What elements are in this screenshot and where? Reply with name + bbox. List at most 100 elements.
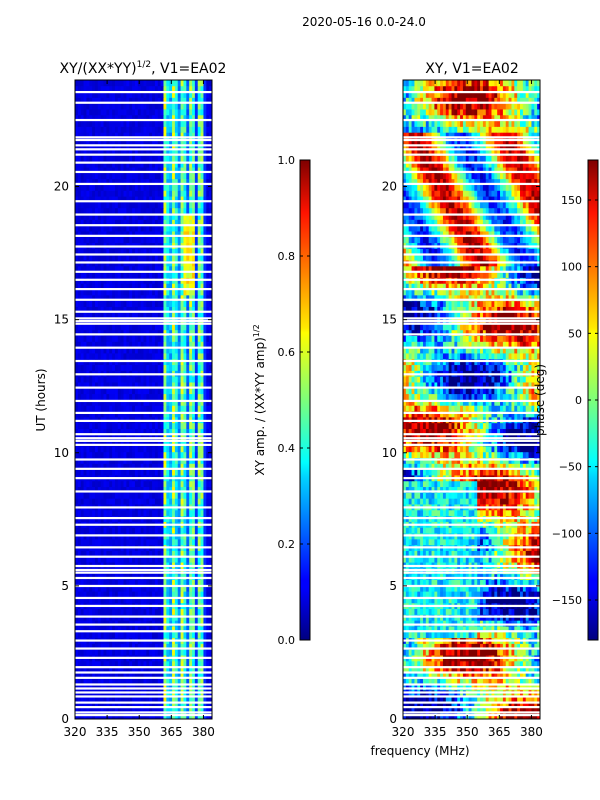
amp-cell bbox=[106, 684, 110, 691]
amp-cell bbox=[189, 620, 193, 627]
amp-cell bbox=[160, 335, 164, 342]
amp-cell bbox=[109, 660, 113, 668]
amp-cell bbox=[140, 149, 144, 156]
amp-cell bbox=[103, 155, 107, 162]
amp-cell bbox=[140, 265, 144, 273]
amp-cell bbox=[137, 323, 142, 331]
amp-cell bbox=[97, 114, 102, 122]
amp-cell bbox=[174, 149, 179, 156]
amp-cell bbox=[180, 405, 184, 412]
amp-cell bbox=[112, 538, 116, 546]
amp-cell bbox=[177, 405, 181, 412]
amp-cell bbox=[106, 167, 110, 174]
amp-cell bbox=[160, 300, 164, 307]
amp-cell bbox=[100, 701, 104, 708]
amp-cell bbox=[180, 695, 184, 702]
amp-cell bbox=[89, 353, 93, 360]
amp-cell bbox=[112, 167, 116, 174]
amp-cell bbox=[134, 329, 139, 336]
amp-cell bbox=[77, 254, 82, 261]
amp-cell bbox=[200, 608, 204, 615]
amp-cell bbox=[154, 422, 159, 429]
amp-cell bbox=[132, 254, 136, 261]
amp-cell bbox=[163, 329, 167, 336]
amp-cell bbox=[149, 626, 153, 633]
amp-cell bbox=[169, 312, 173, 319]
amp-cell bbox=[117, 126, 122, 133]
amp-cell bbox=[120, 132, 124, 139]
amp-cell bbox=[123, 265, 127, 273]
amp-cell bbox=[194, 393, 199, 400]
amp-cell bbox=[186, 608, 190, 615]
amp-cell bbox=[109, 701, 113, 708]
amp-cell bbox=[180, 294, 184, 302]
amp-cell bbox=[126, 213, 130, 220]
amp-cell bbox=[166, 480, 170, 488]
amp-cell bbox=[86, 469, 90, 476]
amp-cell bbox=[75, 219, 79, 226]
amp-cell bbox=[77, 411, 82, 418]
amp-cell bbox=[166, 585, 170, 592]
amp-cell bbox=[120, 666, 124, 673]
amp-cell bbox=[86, 132, 90, 139]
amp-cell bbox=[172, 167, 176, 174]
amp-cell bbox=[177, 480, 181, 488]
amp-cell bbox=[143, 190, 147, 197]
amp-cell bbox=[146, 231, 150, 238]
amp-cell bbox=[177, 492, 181, 499]
amp-cell bbox=[180, 126, 184, 133]
amp-cell bbox=[86, 626, 90, 633]
amp-cell bbox=[143, 538, 147, 546]
amp-cell bbox=[186, 364, 190, 371]
amp-cell bbox=[75, 329, 79, 336]
amp-cell bbox=[134, 184, 139, 191]
amp-cell bbox=[134, 451, 139, 458]
amp-cell bbox=[89, 231, 93, 238]
amp-cell bbox=[132, 579, 136, 586]
amp-cell bbox=[180, 347, 184, 354]
amp-cell bbox=[80, 707, 84, 714]
amp-cell bbox=[97, 498, 102, 505]
amp-cell bbox=[157, 393, 162, 400]
amp-cell bbox=[189, 695, 193, 702]
amp-cell bbox=[189, 527, 193, 534]
amp-cell bbox=[194, 451, 199, 458]
amp-cell bbox=[92, 283, 96, 290]
amp-cell bbox=[77, 201, 82, 209]
amp-cell bbox=[112, 329, 116, 336]
amp-cell bbox=[189, 405, 193, 412]
amp-cell bbox=[169, 608, 173, 615]
amp-cell bbox=[112, 695, 116, 702]
amp-cell bbox=[180, 190, 184, 197]
amp-cell bbox=[103, 382, 107, 389]
amp-cell bbox=[197, 573, 201, 580]
amp-cell bbox=[189, 265, 193, 273]
amp-cell bbox=[174, 422, 179, 429]
amp-cell bbox=[77, 213, 82, 220]
amp-cell bbox=[189, 573, 193, 580]
amp-cell bbox=[177, 695, 181, 702]
amp-cell bbox=[194, 347, 199, 354]
amp-cell bbox=[180, 120, 184, 127]
amp-cell bbox=[192, 399, 196, 406]
amp-cell bbox=[203, 591, 207, 598]
amp-cell bbox=[132, 376, 136, 383]
amp-cell bbox=[97, 463, 102, 470]
amp-cell bbox=[183, 300, 187, 307]
amp-cell bbox=[114, 591, 119, 598]
amp-cell bbox=[103, 411, 107, 418]
amp-cell bbox=[143, 329, 147, 336]
amp-cell bbox=[200, 556, 204, 563]
amp-cell bbox=[126, 323, 130, 331]
amp-cell bbox=[203, 451, 207, 458]
amp-cell bbox=[197, 120, 201, 127]
amp-cell bbox=[140, 196, 144, 203]
amp-cell bbox=[154, 695, 159, 702]
amp-cell bbox=[86, 213, 90, 220]
amp-cell bbox=[197, 597, 201, 604]
amp-cell bbox=[126, 463, 130, 470]
amp-cell bbox=[103, 492, 107, 499]
amp-cell bbox=[206, 341, 210, 348]
amp-cell bbox=[154, 405, 159, 412]
amp-cell bbox=[109, 597, 113, 604]
